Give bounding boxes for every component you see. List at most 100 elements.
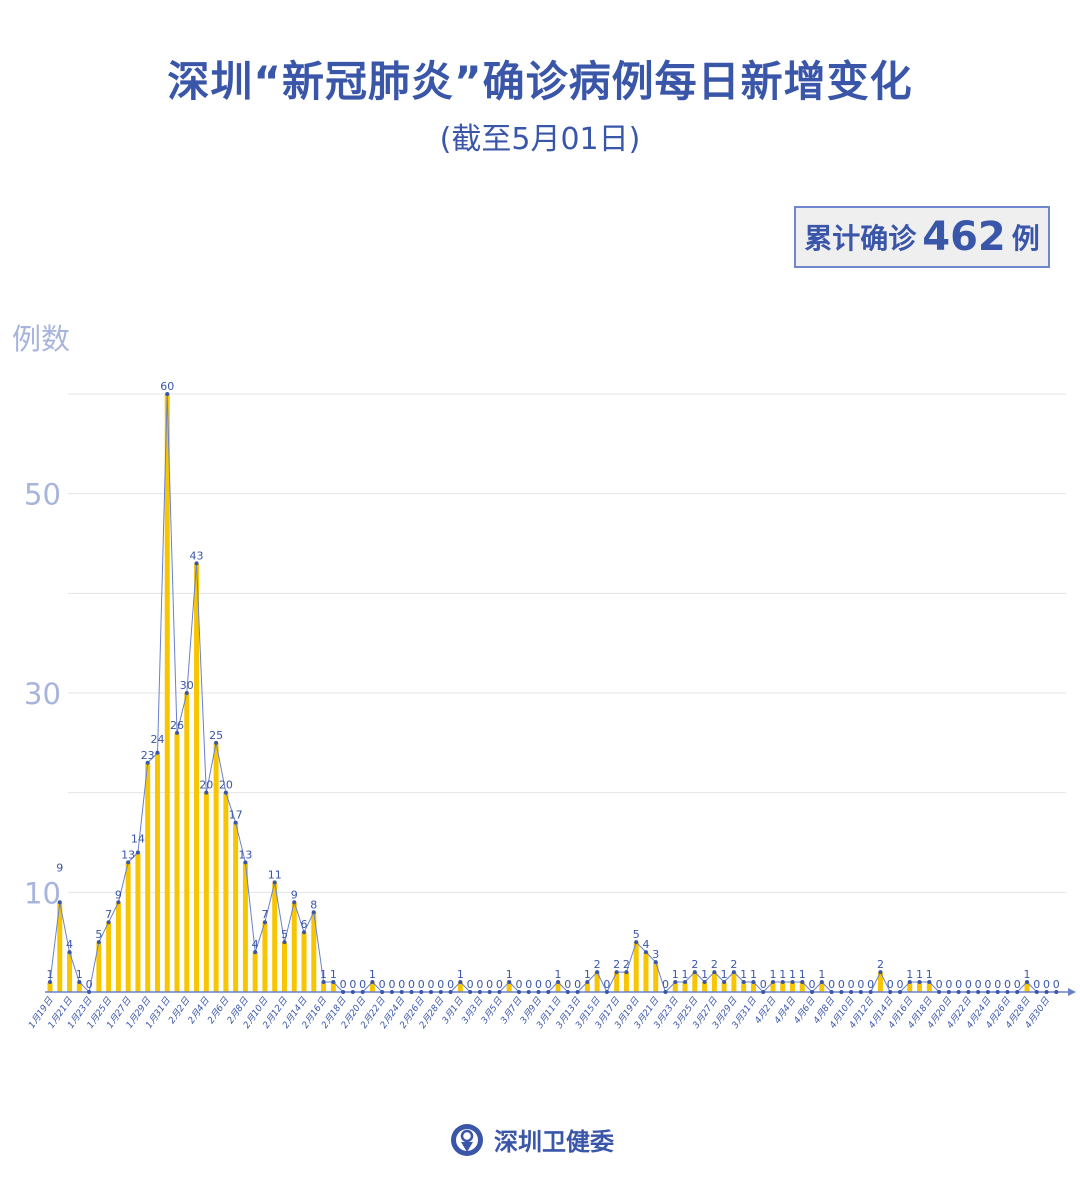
data-point: [937, 990, 942, 994]
data-label: 13: [238, 848, 252, 861]
data-label: 1: [584, 968, 591, 981]
data-point: [487, 990, 492, 994]
y-tick-label: 30: [24, 677, 61, 711]
bar: [653, 962, 659, 992]
data-point: [370, 980, 375, 985]
series-line: [49, 393, 1057, 994]
data-label: 4: [252, 938, 259, 951]
data-point: [292, 900, 297, 905]
data-label: 1: [701, 968, 708, 981]
data-point: [829, 990, 834, 994]
data-point: [683, 980, 688, 985]
data-label: 1: [506, 968, 513, 981]
data-point: [702, 980, 707, 985]
bar: [917, 982, 923, 992]
bar: [174, 732, 180, 992]
data-point: [409, 990, 414, 994]
data-label: 26: [170, 719, 184, 732]
data-point: [556, 980, 561, 985]
bar: [506, 982, 512, 992]
data-label: 0: [86, 978, 93, 991]
bar: [330, 982, 336, 992]
data-point: [663, 990, 668, 994]
data-point: [604, 990, 609, 994]
data-point: [507, 980, 512, 985]
bar: [819, 982, 825, 992]
data-point: [360, 990, 365, 994]
data-label: 0: [1053, 978, 1060, 991]
data-label: 1: [740, 968, 747, 981]
data-label: 0: [1004, 978, 1011, 991]
data-label: 0: [760, 978, 767, 991]
data-label: 0: [1033, 978, 1040, 991]
data-point: [810, 990, 815, 994]
bar: [184, 693, 190, 992]
data-point: [262, 920, 267, 925]
data-point: [868, 990, 873, 994]
data-point: [302, 930, 307, 935]
data-point: [526, 990, 531, 994]
bar: [457, 982, 463, 992]
data-label: 1: [369, 968, 376, 981]
data-point: [272, 880, 277, 885]
data-label: 0: [574, 978, 581, 991]
data-point: [243, 860, 248, 865]
data-label: 0: [945, 978, 952, 991]
bar: [164, 394, 170, 992]
data-label: 14: [131, 832, 145, 845]
data-point: [145, 760, 150, 765]
data-label: 0: [867, 978, 874, 991]
data-label: 4: [642, 938, 649, 951]
data-label: 1: [818, 968, 825, 981]
data-label: 0: [379, 978, 386, 991]
data-label: 23: [141, 749, 155, 762]
bar: [672, 982, 678, 992]
bar: [281, 942, 287, 992]
data-label: 1: [672, 968, 679, 981]
data-point: [516, 990, 521, 994]
bar: [291, 902, 297, 992]
data-point: [800, 980, 805, 985]
data-point: [126, 860, 131, 865]
data-point: [536, 990, 541, 994]
data-label: 1: [906, 968, 913, 981]
data-label: 0: [662, 978, 669, 991]
chart-title: 深圳“新冠肺炎”确诊病例每日新增变化: [167, 57, 913, 106]
data-label: 0: [848, 978, 855, 991]
bar: [692, 972, 698, 992]
data-label: 25: [209, 729, 223, 742]
data-point: [448, 990, 453, 994]
bar: [643, 952, 649, 992]
data-label: 0: [428, 978, 435, 991]
data-label: 11: [268, 868, 282, 881]
bar: [76, 982, 82, 992]
total-label: 累计确诊: [804, 222, 917, 255]
data-point: [175, 730, 180, 735]
bar: [555, 982, 561, 992]
bar: [135, 852, 141, 992]
data-label: 0: [496, 978, 503, 991]
bar: [799, 982, 805, 992]
data-point: [214, 740, 219, 745]
data-label: 1: [330, 968, 337, 981]
data-point: [253, 950, 258, 955]
data-point: [223, 790, 228, 795]
bar: [223, 792, 229, 992]
data-label: 2: [730, 958, 737, 971]
data-point: [155, 750, 160, 755]
data-point: [770, 980, 775, 985]
data-label: 0: [525, 978, 532, 991]
data-label: 1: [769, 968, 776, 981]
data-point: [751, 980, 756, 985]
data-label: 2: [711, 958, 718, 971]
data-label: 0: [408, 978, 415, 991]
data-point: [575, 990, 580, 994]
bar: [594, 972, 600, 992]
data-label: 8: [310, 898, 317, 911]
data-label: 0: [887, 978, 894, 991]
data-label: 1: [682, 968, 689, 981]
data-point: [477, 990, 482, 994]
data-label: 5: [281, 928, 288, 941]
data-label: 0: [1014, 978, 1021, 991]
data-point: [858, 990, 863, 994]
